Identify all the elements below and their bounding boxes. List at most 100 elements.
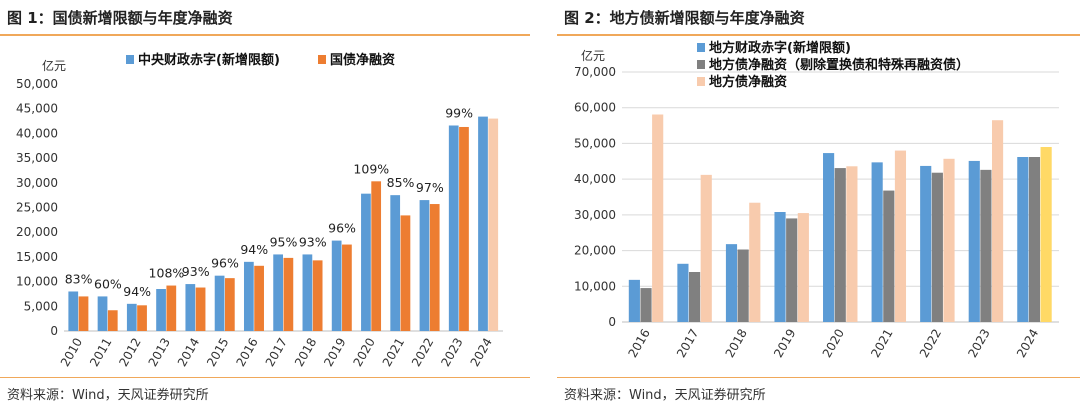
ratio-label: 83% bbox=[65, 271, 93, 286]
y-tick-label: 35,000 bbox=[16, 151, 58, 165]
bar-2022-series-1 bbox=[931, 172, 943, 322]
legend-swatch bbox=[697, 43, 705, 52]
legend-swatch bbox=[318, 55, 326, 64]
y-tick-label: 50,000 bbox=[16, 77, 58, 91]
bar-2023-series-1 bbox=[980, 169, 992, 322]
x-tick-label: 2019 bbox=[321, 336, 348, 369]
legend-label: 中央财政赤字(新增限额) bbox=[138, 52, 280, 68]
ratio-label: 96% bbox=[211, 256, 239, 271]
x-tick-label: 2019 bbox=[771, 327, 798, 360]
x-tick-label: 2020 bbox=[820, 327, 847, 360]
bar-2011-series-0 bbox=[97, 296, 108, 331]
chart-title: 图 2：地方债新增限额与年度净融资 bbox=[564, 9, 805, 27]
y-tick-label: 20,000 bbox=[574, 244, 616, 258]
x-tick-label: 2013 bbox=[146, 336, 173, 369]
y-axis-unit: 亿元 bbox=[581, 48, 605, 63]
bar-2021-series-0 bbox=[390, 195, 401, 331]
legend-swatch bbox=[126, 55, 134, 64]
bar-2010-series-0 bbox=[68, 291, 79, 331]
source-divider bbox=[0, 377, 530, 378]
bar-2019-series-1 bbox=[786, 218, 798, 322]
y-tick-label: 40,000 bbox=[16, 126, 58, 140]
chart-panel-1: 图 1：国债新增限额与年度净融资 0 5,000 10,000 15,000 20,00… bbox=[0, 0, 530, 411]
x-tick-label: 2010 bbox=[58, 336, 85, 369]
ratio-label: 60% bbox=[94, 276, 122, 291]
y-tick-label: 30,000 bbox=[16, 176, 58, 190]
legend-label: 国债净融资 bbox=[330, 52, 395, 68]
x-tick-label: 2014 bbox=[175, 336, 202, 369]
ratio-label: 94% bbox=[240, 242, 268, 257]
bar-2019-series-0 bbox=[331, 240, 342, 331]
bar-2024-series-1 bbox=[1028, 157, 1041, 322]
bar-2020-series-0 bbox=[361, 193, 371, 331]
y-tick-label: 0 bbox=[608, 315, 616, 329]
y-tick-label: 0 bbox=[50, 324, 58, 338]
source-divider bbox=[557, 377, 1080, 378]
bar-2024-series-1 bbox=[488, 118, 499, 331]
source-note: 资料来源：Wind，天风证券研究所 bbox=[7, 388, 209, 403]
chart-1-canvas: 0 5,000 10,000 15,000 20,000 25,000 30,000 35,0… bbox=[16, 52, 503, 369]
x-tick-label: 2015 bbox=[204, 336, 231, 369]
bar-2022-series-2 bbox=[943, 158, 955, 322]
bar-2018-series-0 bbox=[302, 254, 313, 331]
bar-2023-series-0 bbox=[448, 125, 459, 331]
bar-2015-series-0 bbox=[214, 275, 225, 331]
x-tick-label: 2020 bbox=[351, 336, 378, 369]
x-tick-label: 2012 bbox=[116, 336, 143, 369]
bar-2013-series-1 bbox=[166, 285, 177, 331]
x-tick-label: 2011 bbox=[87, 336, 114, 369]
bar-2011-series-1 bbox=[107, 310, 118, 331]
y-tick-label: 5,000 bbox=[24, 299, 58, 313]
title-divider bbox=[557, 34, 1080, 36]
bar-2020-series-2 bbox=[846, 166, 858, 322]
y-tick-label: 10,000 bbox=[574, 279, 616, 293]
bar-2019-series-2 bbox=[797, 213, 809, 322]
bar-2021-series-1 bbox=[400, 215, 411, 331]
legend-label: 地方财政赤字(新增限额) bbox=[709, 40, 851, 56]
ratio-label: 99% bbox=[445, 105, 473, 120]
x-tick-label: 2022 bbox=[409, 336, 436, 369]
x-tick-label: 2018 bbox=[723, 327, 750, 360]
bar-2018-series-1 bbox=[737, 249, 749, 322]
legend-label: 地方债净融资（剔除置换债和特殊再融资债） bbox=[709, 57, 969, 73]
bar-2018-series-2 bbox=[749, 202, 761, 322]
bar-2016-series-0 bbox=[628, 279, 640, 322]
bar-2016-series-1 bbox=[254, 265, 264, 331]
ratio-label: 93% bbox=[182, 264, 210, 279]
x-tick-label: 2018 bbox=[292, 336, 319, 369]
bar-2018-series-1 bbox=[312, 260, 323, 331]
bar-2017-series-1 bbox=[689, 272, 701, 322]
ratio-label: 97% bbox=[416, 180, 444, 195]
ratio-label: 93% bbox=[299, 234, 327, 249]
bar-2023-series-0 bbox=[968, 160, 980, 322]
x-tick-label: 2023 bbox=[965, 327, 992, 360]
bar-2020-series-0 bbox=[823, 153, 835, 322]
ratio-label: 94% bbox=[123, 284, 151, 299]
bar-2024-series-0 bbox=[1017, 157, 1029, 322]
x-tick-label: 2016 bbox=[625, 327, 652, 360]
bar-2015-series-1 bbox=[224, 278, 235, 331]
bar-2017-series-2 bbox=[700, 174, 712, 322]
x-tick-label: 2021 bbox=[380, 336, 407, 369]
x-tick-label: 2022 bbox=[917, 327, 944, 360]
chart-2-canvas: 0 10,000 20,000 30,000 40,000 50,000 60,000 70,… bbox=[574, 40, 1059, 360]
bar-2022-series-0 bbox=[419, 200, 430, 331]
x-tick-label: 2023 bbox=[438, 336, 465, 369]
ratio-label: 85% bbox=[387, 175, 415, 190]
bar-2013-series-0 bbox=[156, 289, 166, 331]
y-tick-label: 30,000 bbox=[574, 208, 616, 222]
ratio-label: 108% bbox=[149, 266, 185, 281]
x-tick-label: 2016 bbox=[233, 336, 260, 369]
chart-panel-2: 图 2：地方债新增限额与年度净融资 0 10,000 20,000 30,000 40,… bbox=[557, 0, 1080, 411]
x-tick-label: 2024 bbox=[1014, 327, 1041, 360]
legend-swatch bbox=[697, 60, 705, 69]
chart-title: 图 1：国债新增限额与年度净融资 bbox=[7, 9, 233, 27]
y-axis-unit: 亿元 bbox=[42, 58, 66, 73]
bar-2017-series-1 bbox=[283, 257, 294, 331]
bar-2021-series-0 bbox=[871, 162, 883, 322]
bar-2010-series-1 bbox=[78, 296, 89, 331]
y-tick-label: 50,000 bbox=[574, 136, 616, 150]
y-tick-label: 15,000 bbox=[16, 250, 58, 264]
title-divider bbox=[0, 34, 530, 36]
x-tick-label: 2024 bbox=[468, 336, 495, 369]
